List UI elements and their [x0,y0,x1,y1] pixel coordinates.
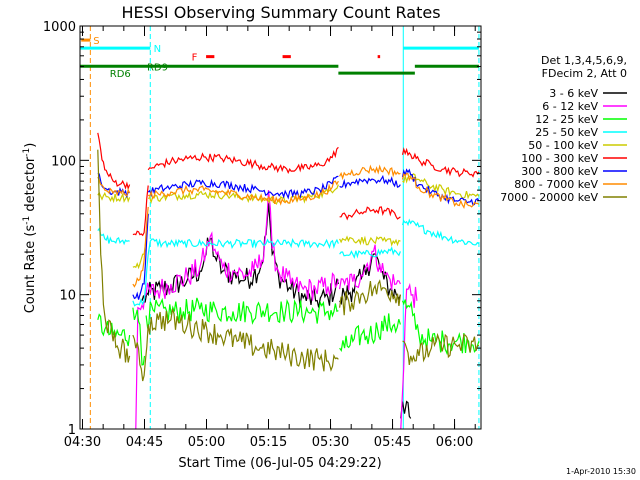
series-line-8-seg-1 [132,324,149,382]
x-tick-label: 06:00 [436,435,473,450]
series-line-7-seg-2 [147,180,339,206]
series-line-2-seg-1 [132,307,146,366]
legend-label-3: 25 - 50 keV [535,126,598,139]
y-tick-label: 1 [68,423,76,438]
legend: Det 1,3,4,5,6,9, FDecim 2, Att 0 3 - 6 k… [500,54,627,204]
legend-label-6: 300 - 800 keV [521,165,598,178]
series-line-3-seg-1 [132,241,151,307]
series-line-4-seg-4 [402,173,480,200]
legend-label-7: 800 - 7000 keV [514,178,598,191]
x-tick-label: 05:30 [312,435,349,450]
series-line-2-seg-4 [401,299,480,356]
plot-frame [79,25,482,430]
series-line-4-seg-3 [339,235,401,247]
x-tick-label: 04:30 [64,435,101,450]
legend-label-8: 7000 - 20000 keV [500,191,598,204]
x-tick-label: 05:00 [188,435,225,450]
series-line-8-seg-0 [97,149,131,363]
series-line-3-seg-4 [401,218,480,246]
series-line-8-seg-3 [339,279,401,316]
series-line-1-seg-1 [339,244,401,291]
y-tick-label: 100 [51,154,76,169]
flag-label-rd9: RD9 [147,62,168,73]
series-line-8-seg-4 [402,332,480,365]
flag-label-s: S [93,36,99,47]
series-line-6-seg-2 [147,175,339,200]
series-line-6-seg-1 [132,213,149,300]
series-line-3-seg-0 [97,227,130,246]
flag-label-rd6: RD6 [110,69,131,80]
timestamp: 1-Apr-2010 15:30 [566,467,636,476]
series-line-3-seg-3 [339,246,401,260]
legend-header-2: FDecim 2, Att 0 [542,67,627,80]
legend-label-5: 100 - 300 keV [521,152,598,165]
series-line-1-seg-0 [135,190,339,429]
series-line-7-seg-0 [97,176,131,197]
series-line-0-seg-1 [339,253,401,306]
legend-label-4: 50 - 100 keV [528,139,598,152]
series-line-0-seg-0 [141,203,339,308]
x-tick-label: 04:45 [126,435,163,450]
series-line-2-seg-2 [145,297,339,329]
x-tick-label: 05:15 [250,435,287,450]
series-line-1-seg-2 [400,282,418,429]
legend-label-1: 6 - 12 keV [542,100,598,113]
series-line-5-seg-2 [147,146,339,174]
series-line-7-seg-1 [132,206,149,288]
series-line-7-seg-3 [339,164,401,181]
series-line-5-seg-1 [132,185,149,237]
y-tick-label: 10 [59,289,76,304]
flag-label-f: F [192,53,198,64]
series-line-8-seg-2 [147,308,339,372]
flag-label-n: N [154,44,161,55]
legend-header-1: Det 1,3,4,5,6,9, [541,54,627,67]
legend-label-0: 3 - 6 keV [549,87,598,100]
series-line-4-seg-0 [97,191,131,204]
series-line-7-seg-4 [401,172,480,209]
legend-label-2: 12 - 25 keV [535,113,598,126]
chart-title: HESSI Observing Summary Count Rates [121,3,440,22]
series-line-3-seg-2 [149,238,339,250]
series-line-5-seg-3 [339,206,401,221]
y-axis-label: Count Rate (s-1 detector-1) [22,143,38,314]
y-tick-label: 1000 [43,20,76,35]
x-tick-label: 05:45 [374,435,411,450]
series-line-2-seg-3 [339,313,401,353]
x-axis-label: Start Time (06-Jul-05 04:29:22) [178,456,381,471]
series-line-5-seg-4 [401,147,480,178]
series-line-5-seg-0 [97,132,131,191]
series-line-6-seg-3 [339,174,401,190]
